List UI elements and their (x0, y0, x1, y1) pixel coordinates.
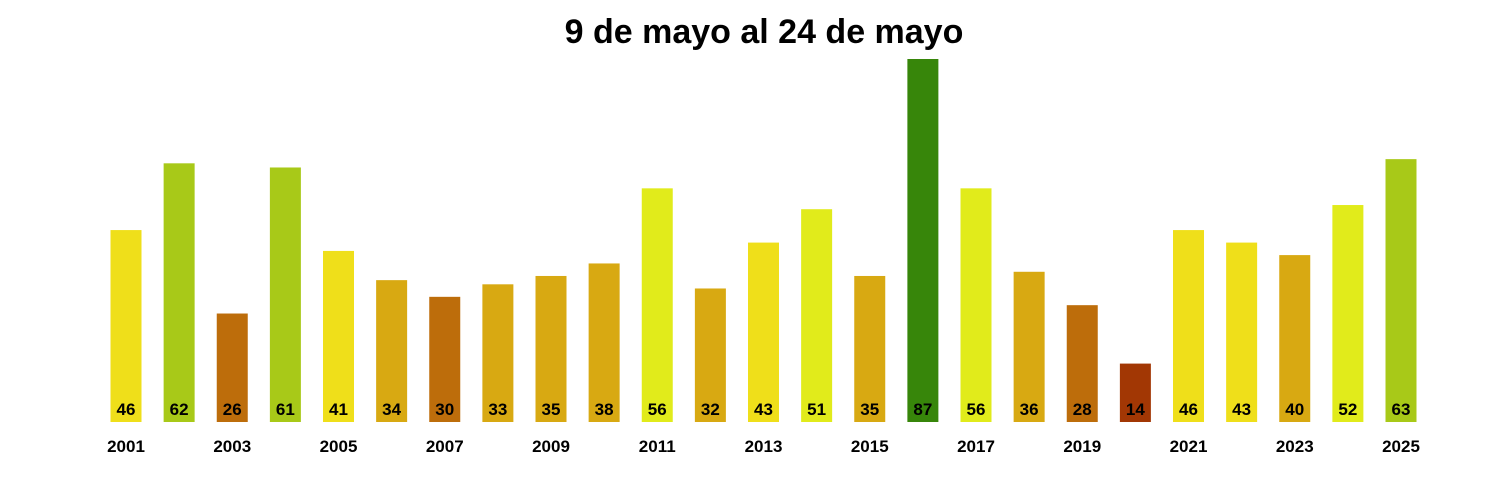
bar-2018 (1013, 271, 1045, 422)
value-label-2012: 32 (701, 400, 720, 419)
bar-2011 (641, 188, 673, 422)
x-tick-label-2023: 2023 (1276, 437, 1314, 456)
bar-2003 (216, 313, 248, 422)
x-tick-label-2025: 2025 (1382, 437, 1420, 456)
x-axis-ticks: 2001 2003 2005 2007 2009 2011 2013 2015 2017 2019… (107, 437, 1420, 456)
bar-2015 (854, 275, 886, 422)
bar-2013 (748, 242, 779, 422)
bar-2023 (1279, 255, 1311, 422)
value-label-2002: 62 (170, 400, 189, 419)
value-label-2022: 43 (1232, 400, 1251, 419)
bar-2002 (163, 163, 195, 422)
chart-title: 9 de mayo al 24 de mayo (564, 13, 964, 51)
bar-2021 (1173, 230, 1204, 422)
value-label-2004: 61 (276, 400, 295, 419)
bar-2025 (1385, 159, 1417, 422)
value-label-2025: 63 (1392, 400, 1411, 419)
value-label-2009: 35 (542, 400, 561, 419)
value-label-2014: 51 (807, 400, 826, 419)
value-label-2024: 52 (1338, 400, 1357, 419)
bar-2007 (429, 296, 461, 422)
x-tick-label-2009: 2009 (532, 437, 570, 456)
bar-2008 (482, 284, 514, 422)
value-label-2021: 46 (1179, 400, 1198, 419)
bar-2006 (376, 280, 408, 422)
value-label-2003: 26 (223, 400, 242, 419)
value-label-2019: 28 (1073, 400, 1092, 419)
x-tick-label-2001: 2001 (107, 437, 145, 456)
value-label-2013: 43 (754, 400, 773, 419)
value-label-2018: 36 (1020, 400, 1039, 419)
bar-2010 (588, 263, 620, 422)
bar-2009 (535, 275, 567, 422)
x-tick-label-2015: 2015 (851, 437, 889, 456)
x-tick-label-2013: 2013 (745, 437, 783, 456)
value-label-2016: 87 (913, 400, 932, 419)
bar-2019 (1066, 305, 1098, 422)
bar-2022 (1226, 242, 1258, 422)
x-tick-label-2005: 2005 (320, 437, 358, 456)
bar-2004 (269, 167, 301, 422)
bar-2016 (907, 59, 939, 422)
x-tick-label-2003: 2003 (213, 437, 251, 456)
value-label-2017: 56 (967, 400, 986, 419)
value-label-2008: 33 (488, 400, 507, 419)
bar-2012 (694, 288, 726, 422)
bar-2017 (960, 188, 992, 422)
bar-2024 (1332, 205, 1364, 422)
x-tick-label-2007: 2007 (426, 437, 464, 456)
value-label-2020: 14 (1126, 400, 1145, 419)
bar-2001 (110, 230, 142, 422)
x-tick-label-2021: 2021 (1170, 437, 1208, 456)
bars-layer (110, 59, 1417, 422)
bar-2014 (801, 209, 833, 422)
value-label-2011: 56 (648, 400, 667, 419)
value-label-2015: 35 (860, 400, 879, 419)
value-label-2001: 46 (117, 400, 136, 419)
value-labels-layer: 46 62 26 61 41 34 30 33 35 38 56 32 43 51 35 87 56 36 28 14… (117, 400, 1411, 419)
value-label-2023: 40 (1285, 400, 1304, 419)
value-label-2010: 38 (595, 400, 614, 419)
value-label-2005: 41 (329, 400, 348, 419)
bar-2005 (323, 250, 354, 422)
bar-2020 (1119, 363, 1151, 422)
x-tick-label-2019: 2019 (1063, 437, 1101, 456)
value-label-2006: 34 (382, 400, 401, 419)
x-tick-label-2011: 2011 (639, 437, 676, 456)
value-label-2007: 30 (435, 400, 454, 419)
x-tick-label-2017: 2017 (957, 437, 995, 456)
